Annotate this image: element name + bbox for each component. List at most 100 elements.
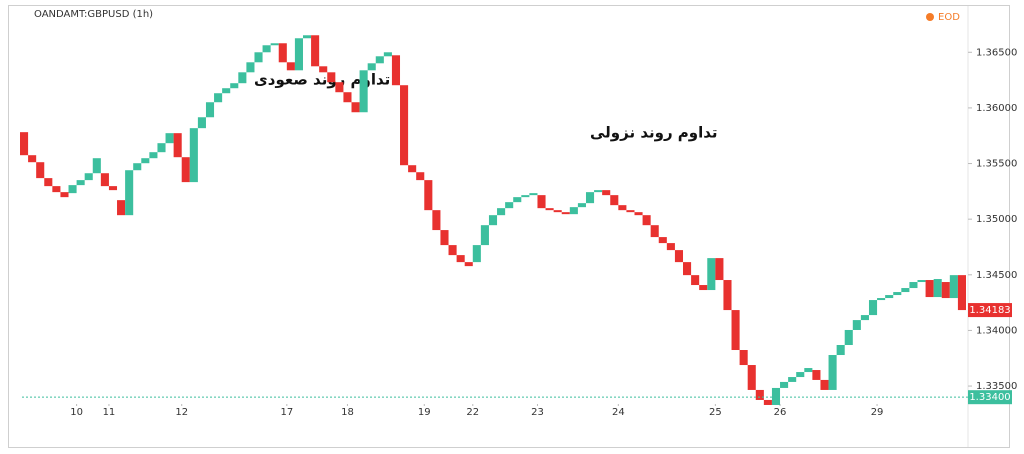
brick [157, 143, 166, 153]
brick [666, 243, 675, 251]
brick [513, 197, 522, 203]
brick [521, 195, 530, 198]
x-tick-label: 11 [103, 407, 116, 418]
brick [214, 93, 223, 103]
brick [602, 190, 611, 196]
brick [852, 320, 861, 330]
brick [488, 215, 498, 226]
brick [480, 225, 489, 246]
frame [8, 5, 1010, 448]
brick [577, 203, 586, 208]
brick [545, 208, 554, 211]
brick [626, 210, 635, 213]
brick [44, 178, 53, 187]
x-tick-label: 23 [531, 407, 544, 418]
brick [286, 62, 295, 71]
brick [246, 62, 255, 73]
brick [181, 157, 190, 183]
brick [76, 180, 85, 186]
brick [302, 35, 312, 39]
brick [28, 155, 37, 163]
brick [238, 72, 247, 84]
brick [391, 55, 401, 86]
brick [230, 83, 239, 89]
brick [561, 212, 570, 215]
brick [771, 387, 781, 405]
brick [763, 399, 772, 405]
brick [957, 275, 966, 311]
brick [553, 210, 562, 213]
brick [351, 102, 360, 113]
last-price-label: 1.34183 [969, 305, 1010, 316]
brick [165, 133, 174, 144]
brick [472, 245, 481, 263]
brick [569, 207, 578, 215]
brick [796, 372, 805, 378]
badge-dot [926, 13, 934, 21]
brick [925, 280, 934, 298]
brick [197, 117, 206, 129]
last-price-tag [968, 303, 1012, 318]
brick [901, 288, 910, 293]
x-tick-label: 26 [774, 407, 787, 418]
y-tick-label: 1.36000 [976, 103, 1017, 114]
brick [319, 66, 328, 73]
brick [100, 173, 109, 187]
y-tick-label: 1.35500 [976, 159, 1017, 170]
brick [642, 215, 651, 226]
annotation: تداوم روند صعودی [254, 71, 390, 89]
annotation: تداوم روند نزولی [590, 124, 718, 142]
y-tick-label: 1.36500 [976, 47, 1017, 58]
brick [941, 282, 950, 299]
brick [812, 370, 821, 380]
brick [117, 200, 126, 216]
y-tick-label: 1.34500 [976, 270, 1017, 281]
brick [424, 180, 433, 211]
x-tick-label: 25 [709, 407, 722, 418]
brick [860, 315, 869, 321]
y-tick-label: 1.34000 [976, 325, 1017, 336]
brick [294, 38, 303, 71]
brick [828, 355, 837, 390]
x-tick-label: 12 [175, 407, 188, 418]
brick [36, 162, 45, 179]
brick [885, 295, 894, 299]
chart-title: OANDAMT:GBPUSD (1h) [34, 9, 153, 20]
brick [189, 128, 198, 183]
brick [723, 280, 732, 311]
brick [60, 192, 69, 198]
brick [84, 173, 93, 181]
brick [173, 133, 182, 158]
brick [400, 85, 409, 166]
brick [505, 202, 514, 209]
brick [537, 195, 546, 209]
brick [804, 368, 813, 373]
brick [917, 280, 926, 283]
brick [335, 82, 344, 93]
brick [311, 35, 320, 67]
brick [343, 92, 352, 103]
brick [893, 292, 902, 296]
brick [731, 310, 740, 351]
brick [747, 365, 756, 390]
brick [683, 262, 692, 276]
brick [739, 350, 748, 366]
brick [836, 345, 845, 356]
brick [440, 230, 449, 246]
brick [715, 258, 724, 281]
brick [222, 88, 231, 94]
brick [585, 192, 595, 204]
brick [383, 52, 392, 57]
brick [674, 250, 684, 263]
y-tick-label: 1.33500 [976, 381, 1017, 392]
x-tick-label: 19 [418, 407, 431, 418]
brick [949, 275, 958, 299]
brick [699, 285, 708, 291]
brick [691, 275, 700, 286]
brick [416, 172, 425, 181]
brick [780, 381, 789, 388]
brick [456, 255, 465, 263]
brick [205, 102, 215, 118]
brick [367, 63, 376, 71]
